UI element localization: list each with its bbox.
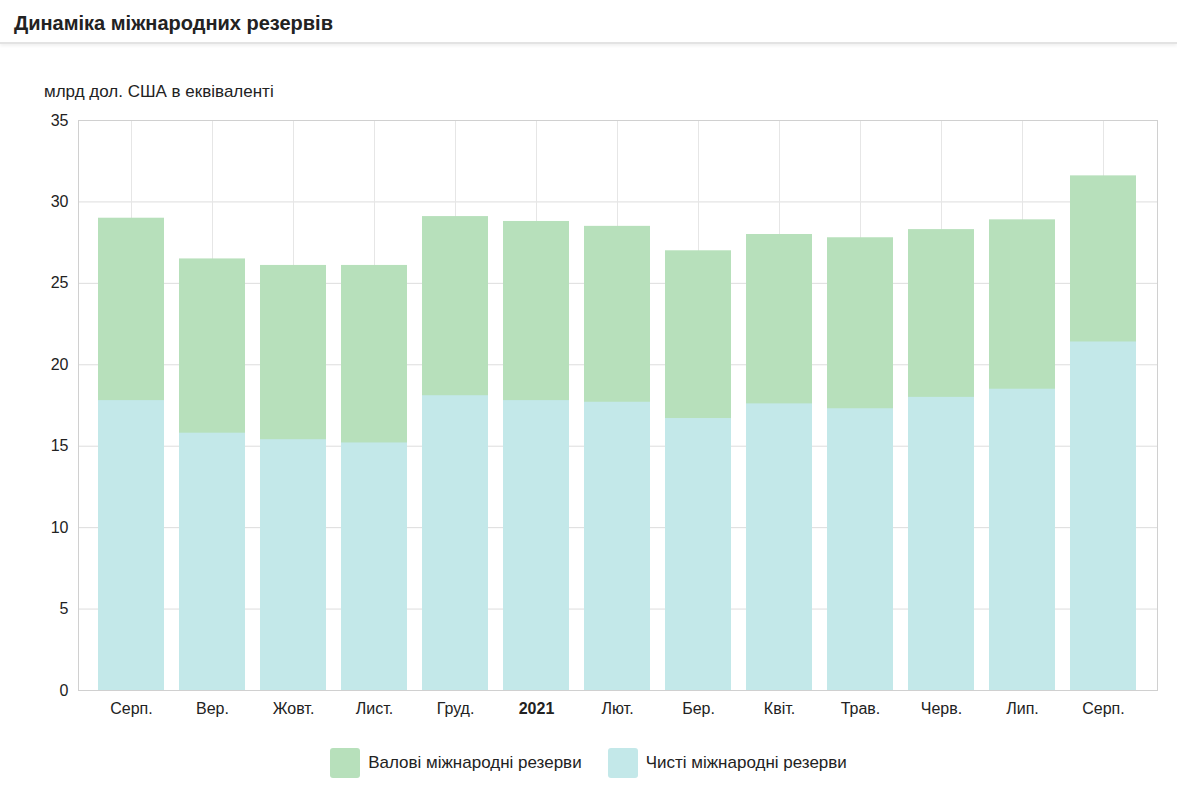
svg-text:Вер.: Вер. <box>196 700 229 717</box>
svg-text:Серп.: Серп. <box>1082 700 1124 717</box>
html-text:Динаміка міжнародних резервів: Динаміка міжнародних резервів <box>14 12 333 34</box>
svg-text:Лист.: Лист. <box>356 700 393 717</box>
svg-text:Бер.: Бер. <box>682 700 715 717</box>
html-text:Чисті міжнародні резерви: Чисті міжнародні резерви <box>645 753 847 772</box>
svg-text:Жовт.: Жовт. <box>273 700 315 717</box>
svg-text:Лют.: Лют. <box>601 700 633 717</box>
svg-text:35: 35 <box>51 112 69 129</box>
svg-text:0: 0 <box>60 682 69 699</box>
svg-text:Квіт.: Квіт. <box>764 700 795 717</box>
svg-text:15: 15 <box>51 437 69 454</box>
svg-text:20: 20 <box>51 356 69 373</box>
svg-text:5: 5 <box>60 600 69 617</box>
svg-text:30: 30 <box>51 193 69 210</box>
svg-text:2021: 2021 <box>519 700 555 717</box>
svg-text:Серп.: Серп. <box>110 700 152 717</box>
svg-text:Трав.: Трав. <box>841 700 881 717</box>
svg-text:10: 10 <box>51 519 69 536</box>
html-text:млрд дол. США в еквіваленті: млрд дол. США в еквіваленті <box>44 82 274 101</box>
svg-text:25: 25 <box>51 274 69 291</box>
svg-text:Черв.: Черв. <box>921 700 962 717</box>
svg-text:Лип.: Лип. <box>1006 700 1039 717</box>
svg-text:Груд.: Груд. <box>437 700 475 717</box>
html-text:Валові міжнародні резерви: Валові міжнародні резерви <box>368 753 582 772</box>
